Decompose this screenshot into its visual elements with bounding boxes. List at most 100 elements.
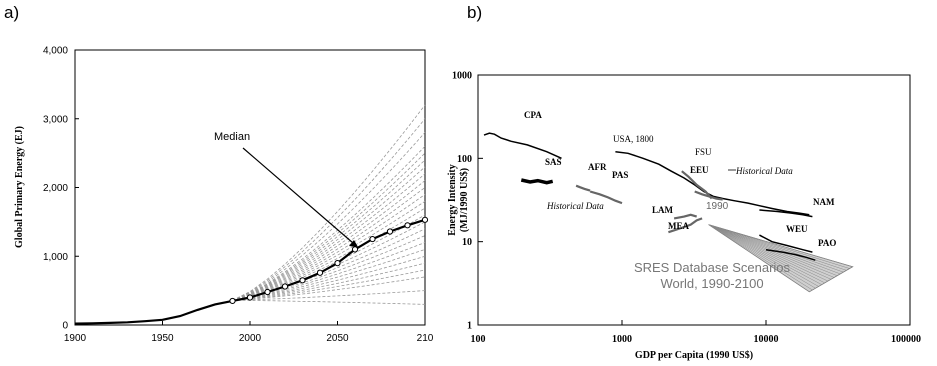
series-line-cpa — [483, 132, 562, 159]
scenario-fan-line — [708, 224, 853, 267]
tick-marks-b — [477, 74, 911, 326]
region-series — [483, 132, 816, 261]
scenario-lines — [232, 104, 426, 305]
x-tick-label: 210 — [417, 333, 434, 344]
median-point — [299, 277, 306, 284]
median-point — [316, 269, 324, 276]
y-axis-title-b-line2: (MJ/1990 US$) — [459, 168, 470, 232]
y-tick-label: 0 — [62, 321, 68, 332]
median-series — [74, 216, 429, 325]
series-line-pas — [589, 190, 623, 205]
label-mea: MEA — [668, 221, 689, 231]
median-point — [334, 260, 341, 267]
scenario-line — [232, 173, 426, 301]
series-line-fsu — [681, 170, 713, 200]
scenario-line — [232, 299, 426, 305]
scenario-fan-line — [708, 224, 829, 282]
y-tick-label: 100 — [457, 154, 472, 165]
label-nam: NAM — [813, 197, 835, 207]
scenario-line — [232, 152, 426, 301]
y-axis-title-a: Global Primary Energy (EJ) — [14, 126, 25, 248]
series-line-lam — [673, 213, 698, 220]
scenario-line — [232, 207, 426, 301]
scenario-line — [232, 269, 426, 301]
x-tick-label: 1000 — [612, 334, 632, 345]
median-point — [351, 246, 359, 253]
scenario-line — [232, 214, 426, 301]
median-line — [74, 218, 426, 325]
scenario-fan-line — [708, 224, 832, 280]
plot-frame-a — [74, 49, 426, 326]
scenario-line — [232, 180, 426, 301]
scenario-line — [232, 132, 426, 301]
sres-label-line1: SRES Database Scenarios — [634, 260, 791, 275]
y-axis-title-b-line1: Energy Intensity — [447, 164, 458, 235]
panel-a: a) 0 1,000 2,000 3,000 4,000 1900 1950 2… — [4, 3, 434, 344]
label-pao: PAO — [818, 238, 836, 248]
plot-frame-b — [477, 74, 911, 326]
series-line-nam — [759, 209, 813, 218]
median-point — [264, 288, 271, 296]
scenario-line — [232, 159, 426, 301]
scenario-line — [232, 290, 426, 301]
y-tick-label: 1 — [467, 321, 472, 332]
sres-label-line2: World, 1990-2100 — [660, 276, 763, 291]
label-weu: WEU — [786, 224, 808, 234]
y-tick-label: 4,000 — [43, 46, 68, 57]
median-annotation: Median — [214, 131, 250, 143]
panel-label-a: a) — [4, 3, 19, 22]
y-tick-label: 1,000 — [43, 252, 68, 263]
scenario-line — [232, 276, 426, 301]
median-arrow — [242, 147, 354, 244]
scenario-fan-line — [708, 224, 841, 275]
scenario-line — [232, 249, 426, 301]
scenario-line — [232, 104, 426, 301]
series-line-afr — [575, 184, 591, 192]
x-tick-labels-a: 1900 1950 2000 2050 210 — [64, 333, 434, 344]
median-point — [421, 216, 429, 223]
y-tick-labels-b: 1 10 100 1000 — [452, 71, 472, 332]
x-tick-label: 100000 — [891, 334, 921, 345]
scenario-line — [232, 146, 426, 301]
panel-b: b) 1 10 100 1000 100 1000 10000 100000 G… — [447, 3, 921, 361]
x-tick-label: 1950 — [151, 333, 174, 344]
label-eeu: EEU — [690, 165, 709, 175]
panel-label-b: b) — [467, 3, 482, 22]
scenario-fan-line — [708, 224, 844, 273]
y-tick-marks-a — [74, 49, 426, 326]
x-tick-label: 100 — [471, 334, 486, 345]
scenario-fan — [708, 224, 854, 293]
label-sas: SAS — [545, 157, 562, 167]
x-tick-label: 2050 — [326, 333, 349, 344]
scenario-fan-line — [708, 224, 816, 289]
label-lam: LAM — [652, 205, 674, 215]
series-line-mea — [668, 217, 703, 234]
series-line-pao — [765, 248, 816, 261]
y-tick-label: 3,000 — [43, 114, 68, 125]
x-tick-labels-b: 100 1000 10000 100000 — [471, 334, 922, 345]
scenario-fan-line — [708, 224, 850, 269]
scenario-fan-line — [708, 224, 825, 284]
series-line-sas — [520, 178, 554, 185]
scenario-fan-line — [708, 224, 810, 293]
scenario-fan-line — [708, 224, 822, 285]
label-usa-1800: USA, 1800 — [613, 134, 654, 144]
scenario-fan-line — [708, 224, 847, 271]
y-tick-labels-a: 0 1,000 2,000 3,000 4,000 — [43, 46, 68, 332]
median-point — [246, 294, 254, 301]
scenario-line — [232, 242, 426, 301]
label-cpa: CPA — [524, 110, 542, 120]
y-tick-label: 2,000 — [43, 183, 68, 194]
scenario-line — [232, 118, 426, 301]
median-point — [281, 283, 289, 290]
scenario-line — [232, 187, 426, 301]
historical-data-label-1: Historical Data — [546, 201, 604, 211]
label-afr: AFR — [588, 162, 607, 172]
series-line-usa-1800 — [615, 150, 810, 216]
y-tick-label: 10 — [462, 237, 472, 248]
x-tick-label: 2000 — [239, 333, 262, 344]
median-point — [229, 297, 236, 305]
scenario-line — [232, 166, 426, 301]
median-arrowhead — [349, 240, 358, 247]
